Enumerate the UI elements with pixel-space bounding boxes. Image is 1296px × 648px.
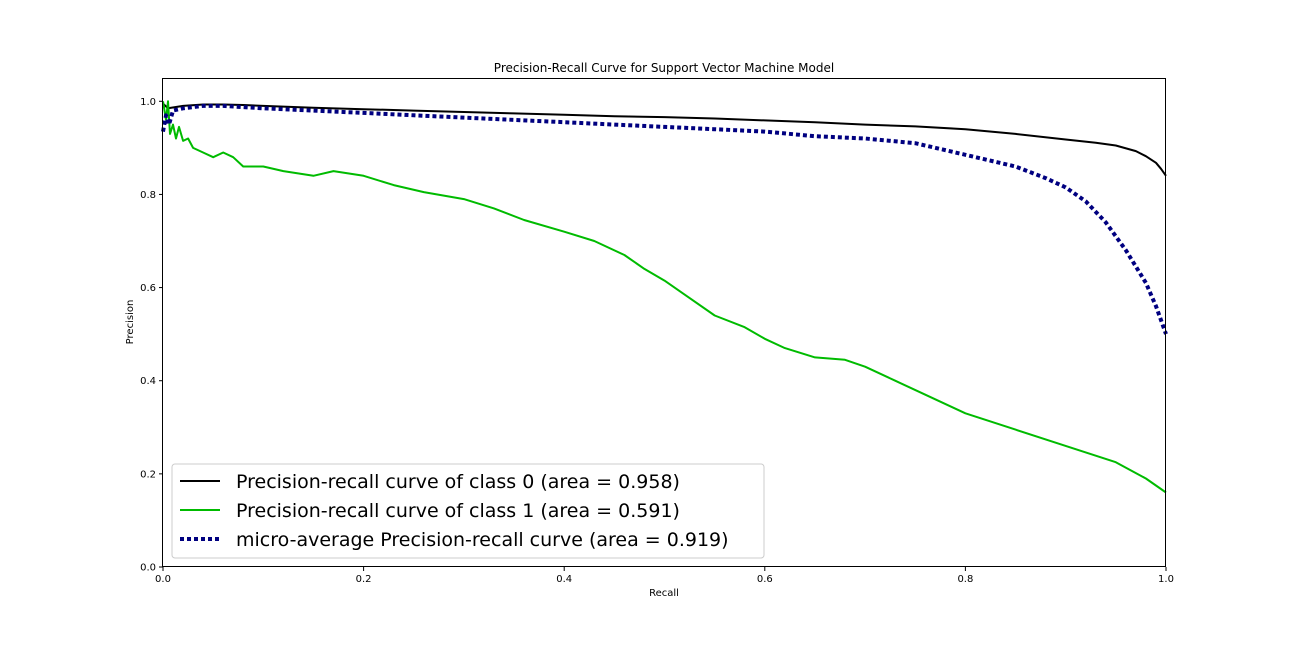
chart-title: Precision-Recall Curve for Support Vecto…: [494, 61, 834, 75]
series-layer: [161, 100, 1168, 494]
x-tick-label: 1.0: [1158, 574, 1174, 585]
y-tick-label: 0.8: [140, 190, 156, 201]
legend-box: [171, 463, 765, 559]
legend: Precision-recall curve of class 0 (area …: [171, 463, 765, 559]
x-tick-label: 0.0: [155, 574, 171, 585]
y-tick-label: 0.6: [140, 283, 156, 294]
curve-micro-average: [161, 103, 1168, 335]
x-tick-label: 0.8: [957, 574, 973, 585]
legend-label-micro-average: micro-average Precision-recall curve (ar…: [236, 529, 729, 551]
legend-label-class-1: Precision-recall curve of class 1 (area …: [236, 500, 680, 522]
x-tick-label: 0.6: [757, 574, 773, 585]
y-axis-label: Precision: [125, 300, 136, 345]
x-axis-label: Recall: [649, 588, 679, 599]
y-tick-label: 0.4: [140, 376, 156, 387]
y-tick-label: 0.0: [140, 563, 156, 574]
x-axis: 0.0 0.2 0.4 0.6 0.8 1.0: [155, 567, 1174, 585]
curve-class-0: [162, 102, 1167, 177]
y-axis: 0.0 0.2 0.4 0.6 0.8 1.0: [140, 97, 163, 574]
curve-class-1: [162, 100, 1167, 494]
legend-label-class-0: Precision-recall curve of class 0 (area …: [236, 471, 680, 493]
x-tick-label: 0.4: [556, 574, 572, 585]
y-tick-label: 1.0: [140, 97, 156, 108]
y-tick-label: 0.2: [140, 469, 156, 480]
x-tick-label: 0.2: [356, 574, 372, 585]
plot-frame: [162, 78, 1166, 567]
